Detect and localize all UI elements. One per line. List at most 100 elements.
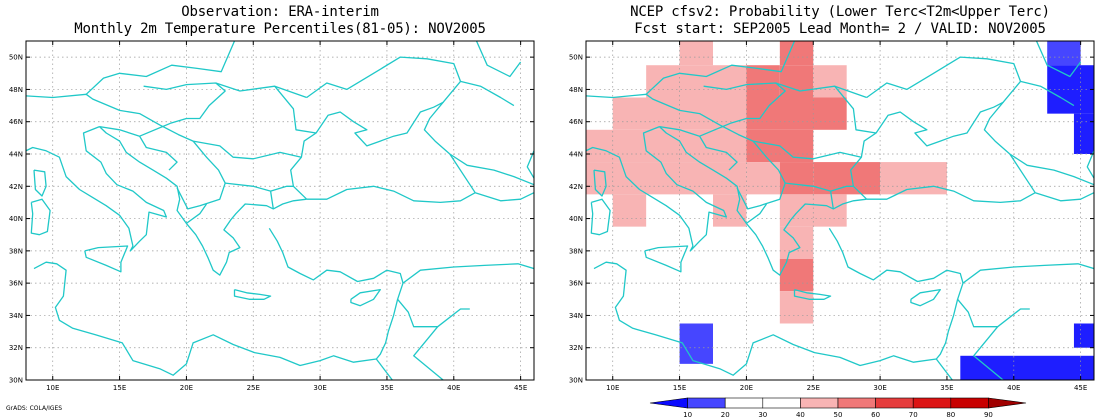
colorbar-segment (687, 397, 726, 409)
lon-tick-label: 45E (1074, 384, 1087, 392)
right-map: 10E 15E 20E 25E 30E 35E 40E 45E 30N 32N 34N 36N 38N 4… (569, 40, 1095, 392)
right-title-line2: Fcst start: SEP2005 Lead Month= 2 / VALI… (634, 21, 1046, 37)
coastline (268, 227, 404, 360)
coastline (413, 326, 444, 380)
coastline (973, 326, 1004, 380)
probability-cell (646, 65, 713, 98)
coastline (586, 93, 862, 160)
grads-footer: GrADS: COLA/IGES (6, 405, 63, 412)
coastline (215, 82, 317, 134)
probability-cell (679, 323, 713, 364)
lat-tick-label: 42N (9, 183, 23, 191)
colorbar-label: 70 (909, 411, 918, 419)
lat-tick-label: 46N (569, 118, 583, 126)
probability-cell (880, 162, 947, 195)
coastline (736, 140, 786, 210)
coastline (306, 185, 476, 204)
coastline (935, 358, 953, 380)
coastline (593, 169, 607, 197)
probability-cell (746, 97, 847, 130)
colorbar-segment (950, 397, 989, 409)
lat-tick-label: 38N (569, 247, 583, 255)
probability-cell (586, 162, 747, 195)
lat-tick-label: 40N (9, 215, 23, 223)
lat-tick-label: 30N (9, 377, 23, 385)
lat-tick-label: 32N (569, 344, 583, 352)
lon-tick-label: 10E (606, 384, 619, 392)
coastline (1035, 192, 1094, 202)
colorbar-segment (912, 397, 952, 409)
coastline (26, 93, 302, 160)
colorbar-segment (837, 397, 876, 409)
probability-cell (1073, 323, 1094, 348)
coastline (85, 41, 236, 95)
probability-cell (960, 355, 1094, 380)
colorbar-label: 60 (871, 411, 880, 419)
right-panel-title: NCEP cfsv2: Probability (Lower Terc<T2m<… (560, 4, 1120, 38)
probability-cell (779, 65, 814, 98)
coastline (99, 126, 307, 276)
left-map: 10E 15E 20E 25E 30E 35E 40E 45E 30N 32N 34N 36N 38N 4… (9, 40, 535, 392)
probability-cell (679, 41, 713, 66)
coastline (233, 288, 272, 300)
coastline (375, 358, 393, 380)
probability-cell (586, 129, 747, 163)
probability-cell (713, 65, 747, 98)
coastline (775, 82, 877, 134)
coastline (225, 182, 274, 209)
map-frame (585, 40, 1095, 381)
coastline (1086, 150, 1094, 179)
coastline (306, 56, 462, 103)
colorbar-label: 10 (683, 411, 692, 419)
coastline (785, 182, 834, 209)
lat-tick-label: 34N (569, 312, 583, 320)
coastline (703, 82, 786, 124)
colorbar-segment (875, 397, 914, 409)
lon-tick-label: 20E (740, 384, 753, 392)
lat-tick-label: 40N (569, 215, 583, 223)
left-panel-title: Observation: ERA-interim Monthly 2m Temp… (0, 4, 560, 38)
left-title-line2: Monthly 2m Temperature Percentiles(81-05… (74, 21, 486, 37)
lat-tick-label: 36N (9, 280, 23, 288)
coastline (84, 245, 129, 273)
probability-cell (746, 65, 780, 98)
coastline (1020, 80, 1075, 107)
lon-tick-label: 15E (113, 384, 126, 392)
lon-tick-label: 30E (873, 384, 886, 392)
coastline (270, 185, 294, 192)
lon-tick-label: 45E (514, 384, 527, 392)
probability-cell (612, 194, 647, 227)
probability-cell (779, 162, 814, 195)
coastline (449, 153, 534, 186)
coastline (866, 185, 1036, 204)
coastline (586, 125, 728, 252)
colorbar-label: 90 (984, 411, 993, 419)
coastline (33, 169, 47, 197)
coastline (866, 56, 1022, 103)
colorbar-segment (988, 397, 1027, 409)
colorbar-segment (724, 397, 764, 409)
coastline (590, 198, 611, 236)
coastline (139, 135, 178, 171)
coastline (1009, 153, 1094, 186)
lon-tick-label: 30E (313, 384, 326, 392)
lat-tick-label: 44N (9, 151, 23, 159)
coastline (645, 41, 796, 95)
probability-cell (1047, 41, 1081, 66)
coastline (593, 261, 937, 376)
coastline (830, 185, 854, 192)
coastline (793, 288, 832, 300)
coastline (834, 85, 867, 99)
probability-cell (813, 65, 847, 98)
coastline (957, 298, 1030, 328)
colorbar-label: 30 (758, 411, 767, 419)
coastline (350, 288, 381, 307)
coastline (962, 263, 1094, 284)
colorbar-label: 40 (796, 411, 805, 419)
coastline (644, 245, 689, 273)
probability-cell (1073, 113, 1094, 154)
coastline (1035, 41, 1082, 78)
colorbar: 10 20 30 40 50 60 70 80 90 (649, 397, 1027, 419)
lon-tick-label: 15E (673, 384, 686, 392)
